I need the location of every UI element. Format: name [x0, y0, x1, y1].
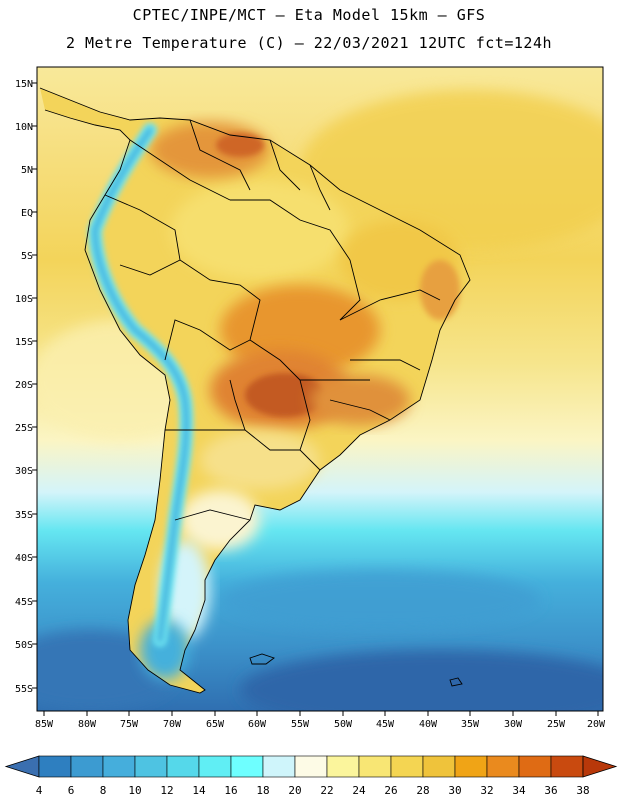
lat-label-30s: 30S — [15, 466, 33, 477]
lat-label-45s: 45S — [15, 597, 33, 608]
south-america-landmass — [40, 88, 470, 693]
colorbar-swatch — [486, 755, 520, 778]
colorbar-label: 26 — [384, 784, 397, 797]
lat-label-15n: 15N — [15, 79, 33, 90]
lon-label-50w: 50W — [334, 719, 353, 730]
lon-label-65w: 65W — [206, 719, 225, 730]
lat-label-10n: 10N — [15, 122, 33, 133]
colorbar-label: 10 — [128, 784, 141, 797]
lat-label-35s: 35S — [15, 510, 33, 521]
lat-label-25s: 25S — [15, 423, 33, 434]
lat-label-55s: 55S — [15, 684, 33, 695]
colorbar-label: 24 — [352, 784, 366, 797]
lat-label-10s: 10S — [15, 294, 33, 305]
colorbar-swatch — [134, 755, 168, 778]
lon-label-80w: 80W — [78, 719, 97, 730]
colorbar-label: 28 — [416, 784, 429, 797]
lon-label-55w: 55W — [291, 719, 310, 730]
lon-label-30w: 30W — [504, 719, 523, 730]
lat-label-50s: 50S — [15, 640, 33, 651]
lon-label-85w: 85W — [35, 719, 54, 730]
lat-label-15s: 15S — [15, 337, 33, 348]
lon-label-60w: 60W — [248, 719, 267, 730]
colorbar-label: 38 — [576, 784, 589, 797]
lat-label-20s: 20S — [15, 380, 33, 391]
colorbar-swatch — [518, 755, 552, 778]
colorbar-swatch — [550, 755, 584, 778]
colorbar-swatch — [70, 755, 104, 778]
colorbar-label: 34 — [512, 784, 526, 797]
map-frame — [36, 66, 604, 712]
colorbar-label: 14 — [192, 784, 206, 797]
chart-title-line1: CPTEC/INPE/MCT – Eta Model 15km – GFS — [132, 6, 486, 24]
colorbar: 4 6 8 10 12 14 16 18 20 22 24 26 28 30 32 34 36 38 — [4, 755, 618, 797]
lon-label-40w: 40W — [419, 719, 438, 730]
lon-label-45w: 45W — [376, 719, 395, 730]
latitude-axis — [32, 82, 37, 689]
colorbar-label: 6 — [68, 784, 75, 797]
colorbar-swatch — [358, 755, 392, 778]
lon-label-35w: 35W — [461, 719, 480, 730]
colorbar-swatch — [294, 755, 328, 778]
colorbar-arrow-high — [582, 755, 618, 778]
colorbar-label: 22 — [320, 784, 333, 797]
colorbar-label: 4 — [36, 784, 43, 797]
colorbar-label: 30 — [448, 784, 461, 797]
country-borders — [39, 87, 471, 694]
colorbar-label: 12 — [160, 784, 173, 797]
colorbar-swatch — [230, 755, 264, 778]
colorbar-swatch — [38, 755, 72, 778]
colorbar-label: 16 — [224, 784, 237, 797]
colorbar-label: 8 — [100, 784, 107, 797]
chart-title-line2: 2 Metre Temperature (C) – 22/03/2021 12U… — [65, 34, 553, 52]
longitude-axis — [43, 711, 599, 716]
colorbar-swatch — [422, 755, 456, 778]
lat-label-40s: 40S — [15, 553, 33, 564]
colorbar-swatch — [102, 755, 136, 778]
colorbar-label: 32 — [480, 784, 493, 797]
colorbar-label: 36 — [544, 784, 557, 797]
colorbar-swatch — [390, 755, 424, 778]
lat-label-5n: 5N — [21, 165, 33, 176]
colorbar-swatch — [262, 755, 296, 778]
colorbar-swatch — [166, 755, 200, 778]
lon-label-70w: 70W — [163, 719, 182, 730]
lon-label-25w: 25W — [547, 719, 566, 730]
colorbar-label: 18 — [256, 784, 269, 797]
colorbar-arrow-low — [4, 755, 40, 778]
colorbar-label: 20 — [288, 784, 301, 797]
colorbar-swatch — [198, 755, 232, 778]
temperature-field — [37, 67, 603, 711]
colorbar-swatch — [326, 755, 360, 778]
lon-label-75w: 75W — [120, 719, 139, 730]
colorbar-swatch — [454, 755, 488, 778]
lat-label-5s: 5S — [21, 251, 33, 262]
lat-label-eq: EQ — [21, 208, 33, 219]
lon-label-20w: 20W — [587, 719, 606, 730]
